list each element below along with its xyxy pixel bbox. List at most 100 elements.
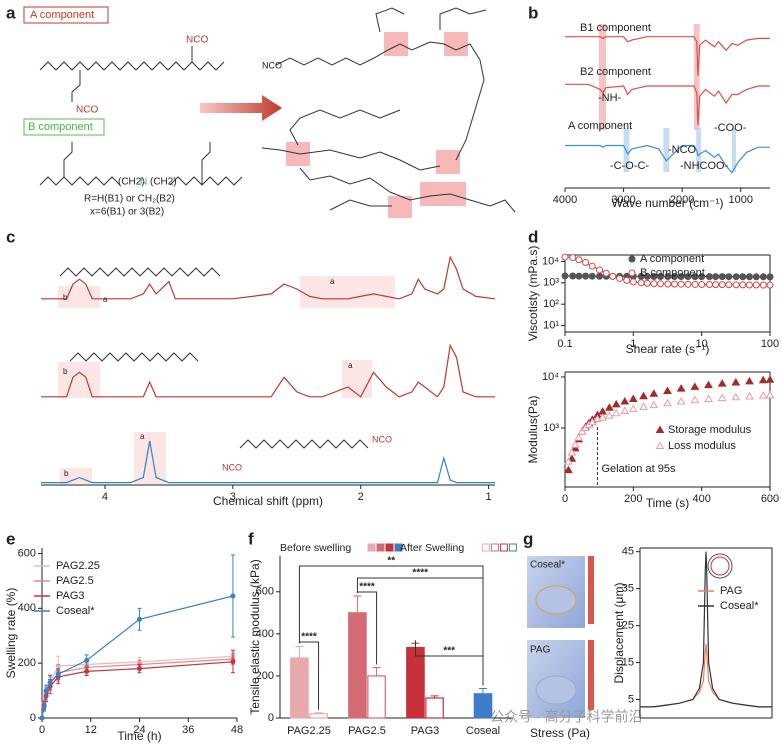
- panel-label: f: [248, 529, 254, 548]
- data-point: [705, 281, 713, 289]
- data-point: [704, 380, 713, 389]
- legend-swatch: [481, 543, 490, 552]
- data-point: [567, 448, 577, 456]
- data-point: [611, 399, 621, 408]
- panel-label: a: [6, 3, 16, 22]
- data-point: [639, 402, 648, 410]
- data-point: [712, 281, 720, 289]
- annotation: -NCO: [668, 144, 697, 156]
- data-point: [739, 273, 747, 281]
- x-tick-label: 3: [230, 491, 236, 503]
- legend-label: Coseal*: [720, 600, 759, 612]
- data-point: [84, 657, 90, 663]
- data-point: [230, 593, 236, 599]
- data-point: [596, 272, 604, 280]
- data-point: [643, 279, 651, 287]
- data-point: [657, 280, 665, 288]
- significance-label: **: [387, 556, 395, 567]
- annotation: -NH-: [598, 92, 622, 104]
- data-point: [84, 668, 90, 674]
- x-tick-label: 200: [624, 493, 642, 505]
- series-line: [640, 551, 772, 708]
- data-point: [718, 281, 726, 289]
- x-axis-label: Time (s): [646, 496, 690, 510]
- y-tick-label: 10²: [543, 298, 559, 310]
- data-point: [577, 427, 587, 435]
- data-point: [690, 395, 700, 404]
- peak-label: b: [63, 367, 68, 376]
- y-tick-label: 200: [256, 670, 274, 682]
- significance-label: ****: [412, 568, 428, 579]
- data-point: [731, 377, 741, 386]
- component-label: B component: [28, 121, 93, 133]
- bar: [367, 675, 386, 719]
- data-point: [650, 280, 658, 288]
- x-tick-label: 48: [231, 724, 243, 736]
- data-point: [717, 393, 727, 402]
- bar: [309, 713, 328, 719]
- data-point: [745, 376, 754, 385]
- panel-label: e: [6, 529, 15, 548]
- component-box: [23, 118, 105, 136]
- data-point: [629, 278, 637, 286]
- data-point: [725, 273, 733, 281]
- y-tick-label: 45: [622, 546, 634, 558]
- peak-label: b: [63, 293, 68, 302]
- data-point: [628, 394, 638, 403]
- bar: [348, 612, 367, 719]
- legend-label: Loss modulus: [668, 440, 736, 452]
- chain-label: (CH2): [150, 177, 177, 188]
- nco-label: NCO: [372, 434, 392, 444]
- legend-label: PAG3: [56, 590, 85, 602]
- watermark: 公众号 · 高分子科学前沿: [490, 709, 642, 725]
- data-point: [766, 273, 774, 281]
- note: R=H(B1) or CH₂(B2): [84, 194, 175, 205]
- x-tick-label: PAG3: [411, 725, 440, 737]
- legend-label: PAG2.25: [56, 560, 100, 572]
- panel-label: g: [523, 529, 533, 548]
- data-point: [628, 404, 638, 413]
- peak-label: a: [140, 432, 145, 441]
- chain-label: (CH2): [118, 177, 145, 188]
- significance-bracket: [298, 565, 484, 686]
- legend-label: Before swelling: [280, 542, 351, 554]
- data-point: [752, 281, 760, 289]
- data-point: [663, 386, 672, 395]
- data-point: [731, 392, 741, 401]
- data-point: [570, 443, 580, 452]
- series-line: [41, 440, 495, 484]
- significance-label: ****: [301, 632, 317, 643]
- x-tick-label: 0.1: [557, 338, 572, 350]
- data-point: [605, 403, 614, 411]
- x-tick-label: 0: [39, 724, 45, 736]
- data-point: [55, 671, 61, 677]
- legend-swatch: [628, 269, 636, 277]
- data-point: [609, 272, 617, 280]
- data-point: [664, 280, 672, 288]
- legend-swatch: [367, 543, 376, 552]
- data-point: [39, 715, 45, 721]
- legend-label: PAG: [720, 585, 742, 597]
- peak-label: a: [330, 277, 335, 286]
- series-line: [565, 83, 770, 126]
- simulation-label: PAG: [530, 645, 551, 656]
- legend-label: After Swelling: [400, 542, 464, 554]
- data-point: [611, 408, 621, 417]
- data-point: [623, 276, 631, 284]
- y-tick-label: 600: [18, 547, 36, 559]
- legend-swatch: [490, 543, 499, 552]
- reaction-arrow: [200, 95, 282, 121]
- data-point: [564, 465, 573, 474]
- data-point: [732, 273, 740, 281]
- data-point: [643, 272, 651, 280]
- y-tick-label: 10¹: [543, 319, 559, 331]
- simulation: [527, 553, 733, 718]
- x-axis-label: Chemical shift (ppm): [213, 494, 323, 508]
- x-tick-label: 600: [761, 493, 779, 505]
- y-tick-label: 10³: [543, 422, 559, 434]
- data-point: [690, 382, 700, 390]
- data-point: [698, 273, 706, 281]
- y-tick-label: 25: [622, 620, 634, 632]
- svg-text:N: N: [140, 177, 147, 188]
